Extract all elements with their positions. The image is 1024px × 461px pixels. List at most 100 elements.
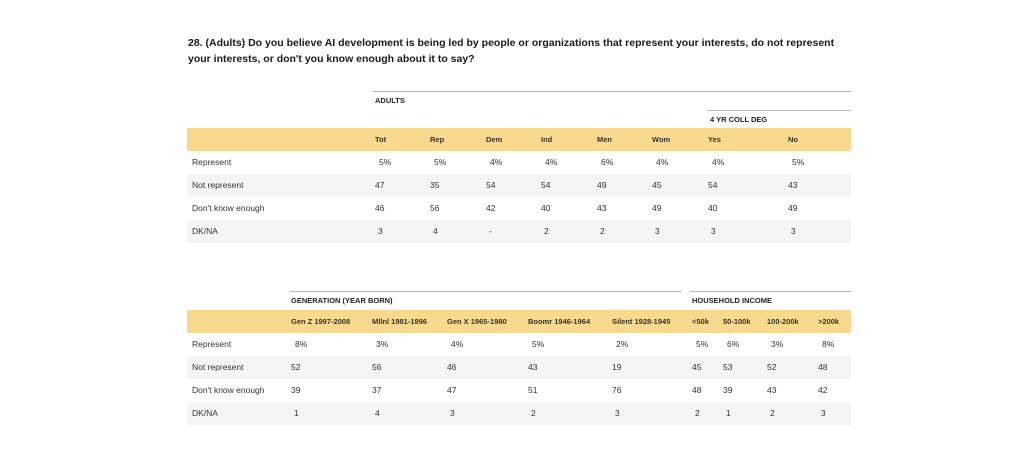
table-cell: 54 bbox=[541, 180, 551, 190]
table-cell: 2% bbox=[616, 339, 629, 349]
table-cell: 49 bbox=[788, 203, 798, 213]
table-cell: 46 bbox=[447, 362, 457, 372]
table-cell: 39 bbox=[291, 385, 301, 395]
table-cell: 35 bbox=[430, 180, 440, 190]
table-cell: 52 bbox=[767, 362, 777, 372]
table-row: DK/NA 1 4 3 2 3 2 1 2 3 bbox=[187, 402, 851, 425]
row-label: DK/NA bbox=[192, 408, 218, 418]
table-cell: 4% bbox=[712, 157, 725, 167]
table-cell: 6% bbox=[727, 339, 740, 349]
row-label: Don't know enough bbox=[192, 385, 265, 395]
row-label: Represent bbox=[192, 339, 232, 349]
table-cell: 48 bbox=[818, 362, 828, 372]
table-cell: 4% bbox=[490, 157, 503, 167]
column-header: Boomr 1946-1964 bbox=[528, 317, 591, 326]
table-cell: 1 bbox=[726, 408, 731, 418]
table-cell: 43 bbox=[528, 362, 538, 372]
table-cell: 1 bbox=[294, 408, 299, 418]
table-cell: 4% bbox=[451, 339, 464, 349]
generation-rule bbox=[290, 291, 682, 292]
table-row: Don't know enough 39 37 47 51 76 48 39 43 42 bbox=[187, 379, 851, 402]
table-cell: 5% bbox=[379, 157, 392, 167]
table-cell: 42 bbox=[818, 385, 828, 395]
row-label: DK/NA bbox=[192, 226, 218, 236]
column-header: Men bbox=[597, 135, 612, 144]
table-row: Not represent 47 35 54 54 49 45 54 43 bbox=[187, 174, 851, 197]
table-row: DK/NA 3 4 - 2 2 3 3 3 bbox=[187, 220, 851, 243]
table-cell: 6% bbox=[601, 157, 614, 167]
column-header: No bbox=[788, 135, 798, 144]
column-header: Ind bbox=[541, 135, 553, 144]
table-row: Represent 5% 5% 4% 4% 6% 4% 4% 5% bbox=[187, 151, 851, 174]
table-cell: 5% bbox=[696, 339, 709, 349]
table-cell: 40 bbox=[541, 203, 551, 213]
table-cell: 3 bbox=[655, 226, 660, 236]
table-cell: 54 bbox=[708, 180, 718, 190]
table-cell: 3% bbox=[771, 339, 784, 349]
table-row: Not represent 52 56 46 43 19 45 53 52 48 bbox=[187, 356, 851, 379]
group-adults: ADULTS bbox=[375, 96, 405, 105]
table-cell: 19 bbox=[612, 362, 622, 372]
table-cell: 45 bbox=[652, 180, 662, 190]
table-cell: 49 bbox=[597, 180, 607, 190]
table-cell: 53 bbox=[723, 362, 733, 372]
table-cell: 49 bbox=[652, 203, 662, 213]
table-cell: 2 bbox=[695, 408, 700, 418]
column-header: 50-100k bbox=[723, 317, 751, 326]
column-header: Tot bbox=[375, 135, 387, 144]
table-cell: 40 bbox=[708, 203, 718, 213]
table-cell: 56 bbox=[430, 203, 440, 213]
column-header: Mllnl 1981-1996 bbox=[372, 317, 428, 326]
table-cell: 48 bbox=[692, 385, 702, 395]
table-row: Don't know enough 46 56 42 40 43 49 40 49 bbox=[187, 197, 851, 220]
table-cell: 3 bbox=[711, 226, 716, 236]
group-college: 4 YR COLL DEG bbox=[710, 115, 768, 124]
table-cell: - bbox=[489, 226, 492, 236]
table-cell: 56 bbox=[372, 362, 382, 372]
group-generation: GENERATION (YEAR BORN) bbox=[291, 296, 393, 305]
column-header: Silent 1928-1945 bbox=[612, 317, 671, 326]
column-header: Dem bbox=[486, 135, 503, 144]
table-cell: 43 bbox=[788, 180, 798, 190]
table-cell: 43 bbox=[767, 385, 777, 395]
table-row: Represent 8% 3% 4% 5% 2% 5% 6% 3% 8% bbox=[187, 333, 851, 356]
table-cell: 5% bbox=[532, 339, 545, 349]
table-cell: 2 bbox=[770, 408, 775, 418]
column-header: Yes bbox=[708, 135, 721, 144]
adults-rule bbox=[373, 91, 851, 92]
column-header: 100-200k bbox=[767, 317, 799, 326]
group-income: HOUSEHOLD INCOME bbox=[692, 296, 773, 305]
table-cell: 4% bbox=[545, 157, 558, 167]
table-cell: 46 bbox=[375, 203, 385, 213]
table-cell: 5% bbox=[434, 157, 447, 167]
table-cell: 3 bbox=[615, 408, 620, 418]
table-cell: 5% bbox=[792, 157, 805, 167]
table-cell: 47 bbox=[375, 180, 385, 190]
table1-header bbox=[187, 128, 851, 151]
table-cell: 76 bbox=[612, 385, 622, 395]
table-cell: 45 bbox=[692, 362, 702, 372]
column-header: <50k bbox=[692, 317, 709, 326]
table2-header bbox=[187, 310, 851, 333]
table-cell: 3 bbox=[791, 226, 796, 236]
table-cell: 2 bbox=[544, 226, 549, 236]
column-header: Gen Z 1997-2008 bbox=[291, 317, 351, 326]
table-cell: 4% bbox=[656, 157, 669, 167]
question-title: 28. (Adults) Do you believe AI developme… bbox=[188, 37, 835, 65]
table-cell: 51 bbox=[528, 385, 538, 395]
table-cell: 3% bbox=[376, 339, 389, 349]
table-cell: 43 bbox=[597, 203, 607, 213]
table-cell: 3 bbox=[450, 408, 455, 418]
row-label: Represent bbox=[192, 157, 232, 167]
table-cell: 54 bbox=[486, 180, 496, 190]
college-rule bbox=[707, 110, 851, 111]
column-header: Rep bbox=[430, 135, 445, 144]
table-cell: 4 bbox=[433, 226, 438, 236]
table-cell: 42 bbox=[486, 203, 496, 213]
table-cell: 52 bbox=[291, 362, 301, 372]
row-label: Don't know enough bbox=[192, 203, 265, 213]
table-cell: 8% bbox=[822, 339, 835, 349]
table-cell: 4 bbox=[375, 408, 380, 418]
table-cell: 8% bbox=[295, 339, 308, 349]
